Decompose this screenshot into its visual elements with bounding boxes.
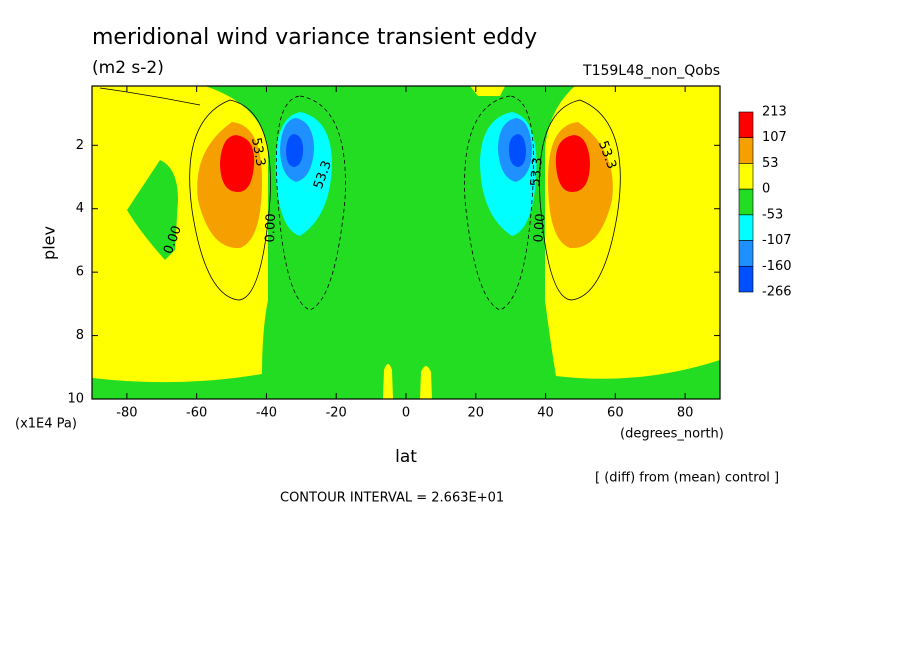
x-tick-label: -60 xyxy=(186,406,207,421)
y-tick-label: 10 xyxy=(67,392,84,407)
colorbar-label: -160 xyxy=(762,259,792,274)
colorbar-box xyxy=(738,240,754,267)
colorbar-label: 53 xyxy=(762,156,779,171)
region xyxy=(92,86,720,399)
colorbar-box xyxy=(738,214,754,241)
x-tick-label: 60 xyxy=(607,406,624,421)
region xyxy=(286,134,304,167)
x-tick-label: 20 xyxy=(468,406,485,421)
chart-title: meridional wind variance transient eddy xyxy=(92,25,537,50)
y-axis-label: plev xyxy=(40,226,59,260)
colorbar-label: 107 xyxy=(762,130,787,145)
x-axis-label: lat xyxy=(395,447,417,467)
contour-label: 53.3 xyxy=(248,136,268,167)
subtitle: T159L48_non_Qobs xyxy=(582,63,720,79)
contour-label: 0.00 xyxy=(531,213,548,243)
region xyxy=(420,366,432,399)
contour-line xyxy=(189,99,271,301)
y-tick-label: 6 xyxy=(76,265,84,280)
region xyxy=(555,135,590,192)
colorbar-box xyxy=(738,163,754,190)
colorbar-label: 213 xyxy=(762,105,787,120)
region xyxy=(220,135,255,192)
note: [ (diff) from (mean) control ] xyxy=(595,471,779,486)
x-unit: (degrees_north) xyxy=(620,427,724,442)
x-tick-label: -20 xyxy=(326,406,347,421)
region xyxy=(383,364,393,399)
colorbar-label: -107 xyxy=(762,233,792,248)
contour-interval: CONTOUR INTERVAL = 2.663E+01 xyxy=(280,491,504,506)
colorbar-box xyxy=(738,265,754,293)
colorbar-label: 0 xyxy=(762,182,770,197)
colorbar-box xyxy=(738,111,754,139)
region xyxy=(127,160,178,260)
y-tick-label: 8 xyxy=(76,328,84,343)
region xyxy=(508,134,526,167)
x-tick-label: 0 xyxy=(402,406,410,421)
colorbar-box xyxy=(738,137,754,164)
colorbar-box xyxy=(738,188,754,216)
x-tick-label: 40 xyxy=(537,406,554,421)
units: (m2 s-2) xyxy=(92,58,164,78)
y-unit: (x1E4 Pa) xyxy=(15,417,77,432)
contour-line xyxy=(99,87,201,106)
contour-field xyxy=(92,86,720,399)
contour-line xyxy=(539,99,621,301)
x-tick-label: -80 xyxy=(116,406,137,421)
contour-label: 53.3 xyxy=(528,157,545,187)
colorbar-label: -266 xyxy=(762,285,792,300)
x-tick-label: -40 xyxy=(256,406,277,421)
x-tick-label: 80 xyxy=(677,406,694,421)
y-tick-label: 2 xyxy=(76,138,84,153)
colorbar-label: -53 xyxy=(762,207,783,222)
contour-label: 0.00 xyxy=(263,213,279,242)
y-tick-label: 4 xyxy=(76,201,84,216)
